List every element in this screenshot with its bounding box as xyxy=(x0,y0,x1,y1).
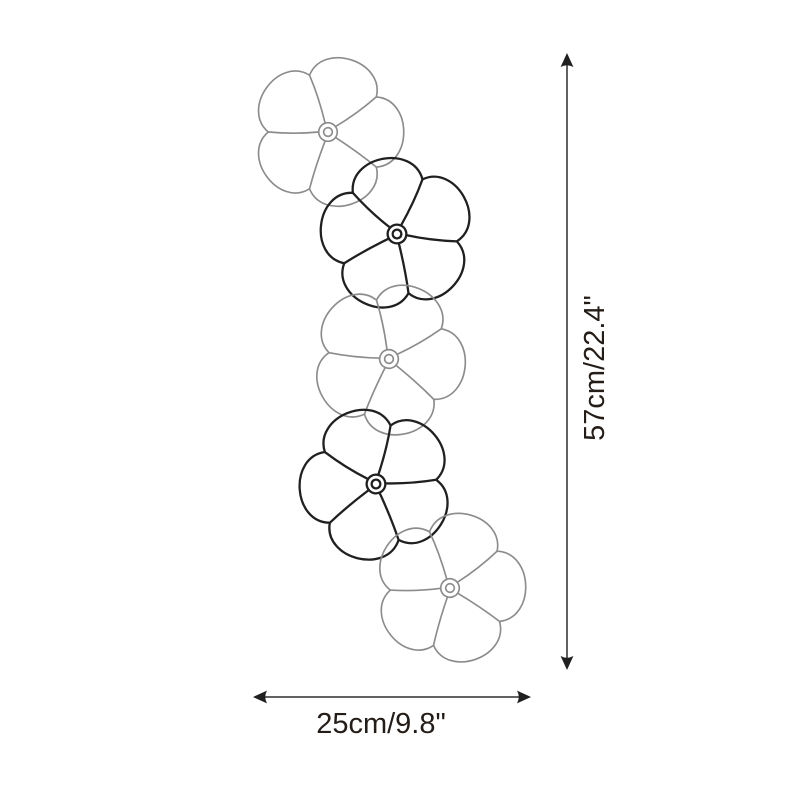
svg-text:25cm/9.8": 25cm/9.8" xyxy=(316,708,446,740)
svg-text:57cm/22.4": 57cm/22.4" xyxy=(579,295,611,441)
